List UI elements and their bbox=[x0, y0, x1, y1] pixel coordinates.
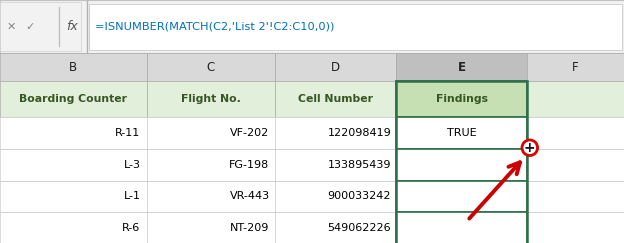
Bar bbox=[396, 53, 527, 81]
Bar bbox=[147, 149, 275, 181]
Bar bbox=[396, 117, 527, 149]
Bar bbox=[0, 53, 147, 81]
Bar bbox=[147, 181, 275, 212]
Text: R-6: R-6 bbox=[122, 223, 140, 233]
Text: L-1: L-1 bbox=[124, 191, 140, 201]
Text: F: F bbox=[572, 61, 579, 74]
Text: 900033242: 900033242 bbox=[328, 191, 391, 201]
Bar bbox=[275, 149, 396, 181]
Text: 133895439: 133895439 bbox=[328, 160, 391, 170]
Bar bbox=[396, 149, 527, 181]
Text: R-11: R-11 bbox=[115, 128, 140, 138]
Text: FG-198: FG-198 bbox=[229, 160, 270, 170]
Text: E: E bbox=[458, 61, 466, 74]
Text: ✓: ✓ bbox=[25, 22, 35, 32]
Bar bbox=[527, 81, 624, 117]
Ellipse shape bbox=[522, 140, 537, 156]
Text: VF-202: VF-202 bbox=[230, 128, 270, 138]
Text: +: + bbox=[524, 141, 535, 155]
Bar bbox=[89, 4, 622, 50]
Text: =ISNUMBER(MATCH(C2,'List 2'!C2:C10,0)): =ISNUMBER(MATCH(C2,'List 2'!C2:C10,0)) bbox=[95, 22, 334, 32]
Bar bbox=[0, 181, 147, 212]
Bar bbox=[396, 81, 527, 243]
Text: Cell Number: Cell Number bbox=[298, 94, 373, 104]
Bar bbox=[0, 212, 147, 243]
Bar bbox=[0, 0, 624, 53]
Bar bbox=[275, 117, 396, 149]
Bar bbox=[0, 2, 81, 51]
Bar bbox=[147, 117, 275, 149]
Text: Findings: Findings bbox=[436, 94, 488, 104]
Bar bbox=[0, 149, 147, 181]
Text: 122098419: 122098419 bbox=[328, 128, 391, 138]
Bar bbox=[527, 181, 624, 212]
Text: B: B bbox=[69, 61, 77, 74]
Bar bbox=[396, 181, 527, 212]
Bar bbox=[527, 149, 624, 181]
Text: fx: fx bbox=[66, 20, 77, 33]
Text: TRUE: TRUE bbox=[447, 128, 477, 138]
Bar bbox=[0, 81, 147, 117]
Bar bbox=[396, 212, 527, 243]
Bar bbox=[275, 53, 396, 81]
Bar bbox=[527, 117, 624, 149]
Text: L-3: L-3 bbox=[124, 160, 140, 170]
Bar bbox=[147, 53, 275, 81]
Bar bbox=[0, 117, 147, 149]
Bar bbox=[527, 53, 624, 81]
Bar bbox=[275, 81, 396, 117]
Bar bbox=[275, 212, 396, 243]
Text: D: D bbox=[331, 61, 340, 74]
Text: Flight No.: Flight No. bbox=[181, 94, 240, 104]
Bar bbox=[275, 181, 396, 212]
Text: C: C bbox=[207, 61, 215, 74]
Text: ✕: ✕ bbox=[6, 22, 16, 32]
Text: NT-209: NT-209 bbox=[230, 223, 270, 233]
Bar bbox=[147, 212, 275, 243]
Text: VR-443: VR-443 bbox=[230, 191, 270, 201]
Text: Boarding Counter: Boarding Counter bbox=[19, 94, 127, 104]
Bar bbox=[527, 212, 624, 243]
Text: 549062226: 549062226 bbox=[328, 223, 391, 233]
Bar bbox=[396, 81, 527, 117]
Bar bbox=[147, 81, 275, 117]
